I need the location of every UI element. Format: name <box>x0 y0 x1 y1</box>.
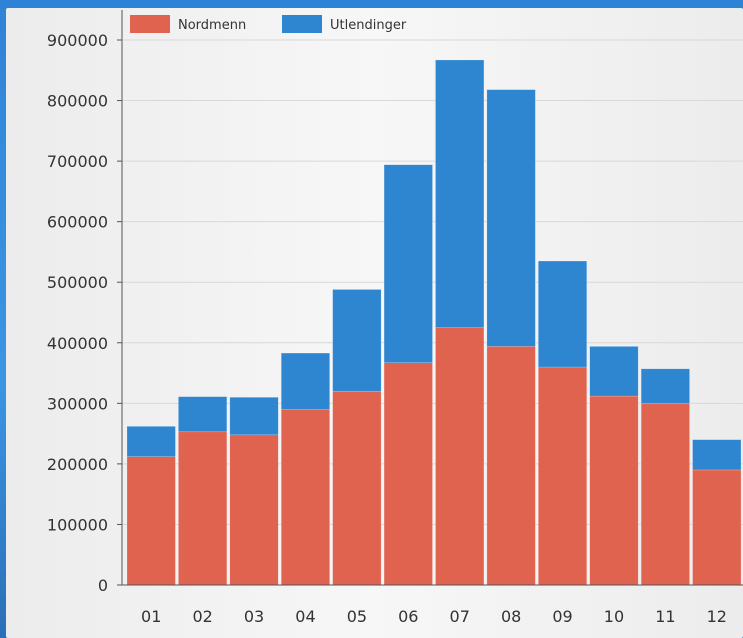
legend-label-nordmenn: Nordmenn <box>178 18 246 33</box>
bar-nordmenn-03 <box>229 434 279 586</box>
legend-swatch-nordmenn <box>130 15 170 33</box>
y-tick-0: 0 <box>98 576 108 595</box>
y-tick-labels: 0 100000 200000 300000 400000 500000 600000 700… <box>47 31 108 595</box>
y-tick-800000: 800000 <box>47 92 108 111</box>
x-tick-11: 11 <box>655 607 675 626</box>
x-tick-labels: 01 02 03 04 05 06 07 08 09 10 11 12 <box>141 607 727 626</box>
bar-utlendinger-01 <box>126 426 176 457</box>
bars-group <box>126 59 742 586</box>
legend-label-utlendinger: Utlendinger <box>330 18 407 33</box>
bar-utlendinger-08 <box>486 89 536 347</box>
bar-nordmenn-05 <box>332 390 382 586</box>
bar-utlendinger-02 <box>178 396 228 433</box>
y-tick-200000: 200000 <box>47 455 108 474</box>
y-tick-300000: 300000 <box>47 394 108 413</box>
bar-utlendinger-07 <box>435 59 485 328</box>
bar-nordmenn-10 <box>589 395 639 586</box>
bar-nordmenn-07 <box>435 327 485 586</box>
bar-utlendinger-11 <box>640 368 690 404</box>
y-tick-700000: 700000 <box>47 152 108 171</box>
y-tick-600000: 600000 <box>47 213 108 232</box>
x-tick-09: 09 <box>552 607 572 626</box>
x-tick-07: 07 <box>450 607 470 626</box>
x-tick-06: 06 <box>398 607 418 626</box>
x-tick-12: 12 <box>707 607 727 626</box>
x-tick-10: 10 <box>604 607 624 626</box>
x-tick-05: 05 <box>347 607 367 626</box>
bar-nordmenn-01 <box>126 456 176 586</box>
y-tick-900000: 900000 <box>47 31 108 50</box>
bar-utlendinger-12 <box>692 439 742 471</box>
x-tick-08: 08 <box>501 607 521 626</box>
bar-utlendinger-10 <box>589 346 639 397</box>
axes <box>117 10 743 586</box>
bar-utlendinger-04 <box>281 352 330 410</box>
bar-nordmenn-12 <box>692 469 742 586</box>
legend-swatch-utlendinger <box>282 15 322 33</box>
x-tick-04: 04 <box>295 607 315 626</box>
legend: Nordmenn Utlendinger <box>130 15 407 33</box>
bar-utlendinger-03 <box>229 397 279 436</box>
x-tick-03: 03 <box>244 607 264 626</box>
bar-nordmenn-11 <box>640 403 690 586</box>
bar-utlendinger-09 <box>538 260 587 368</box>
x-tick-02: 02 <box>192 607 212 626</box>
bar-nordmenn-09 <box>538 366 587 586</box>
x-tick-01: 01 <box>141 607 161 626</box>
y-tick-500000: 500000 <box>47 273 108 292</box>
bar-nordmenn-06 <box>383 362 433 586</box>
bar-nordmenn-04 <box>281 409 330 586</box>
bar-nordmenn-02 <box>178 431 228 586</box>
bar-nordmenn-08 <box>486 346 536 586</box>
y-tick-400000: 400000 <box>47 334 108 353</box>
bar-utlendinger-05 <box>332 289 382 392</box>
y-tick-100000: 100000 <box>47 515 108 534</box>
bar-utlendinger-06 <box>383 164 433 364</box>
